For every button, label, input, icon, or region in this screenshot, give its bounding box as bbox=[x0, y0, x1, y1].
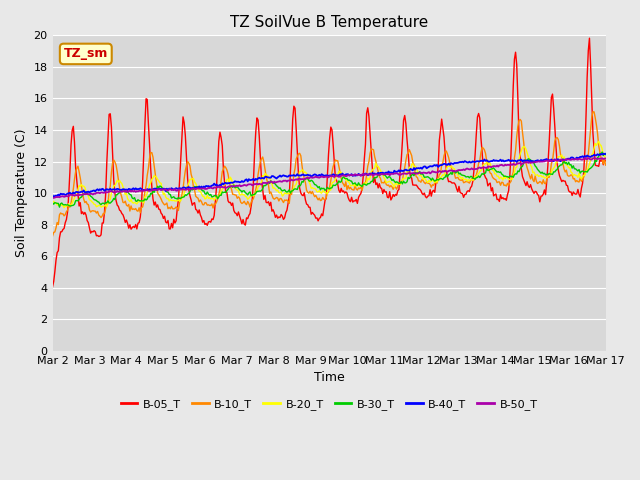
B-40_T bbox=[602, 151, 609, 156]
B-40_T bbox=[552, 157, 560, 163]
B-05_T bbox=[282, 210, 290, 216]
B-50_T bbox=[386, 172, 394, 178]
B-05_T bbox=[49, 284, 56, 289]
B-40_T bbox=[49, 192, 56, 198]
B-30_T bbox=[552, 168, 560, 173]
B-50_T bbox=[50, 195, 58, 201]
B-10_T bbox=[358, 188, 366, 193]
Line: B-20_T: B-20_T bbox=[52, 141, 605, 208]
B-05_T bbox=[551, 124, 559, 130]
B-40_T bbox=[359, 171, 367, 177]
B-30_T bbox=[56, 204, 63, 210]
B-30_T bbox=[386, 174, 394, 180]
Line: B-50_T: B-50_T bbox=[52, 158, 605, 198]
B-05_T bbox=[602, 158, 609, 164]
B-20_T bbox=[386, 179, 394, 184]
B-50_T bbox=[222, 185, 230, 191]
B-20_T bbox=[60, 205, 68, 211]
B-10_T bbox=[385, 182, 392, 188]
B-50_T bbox=[456, 168, 464, 173]
B-10_T bbox=[49, 233, 56, 239]
B-05_T bbox=[358, 186, 366, 192]
B-10_T bbox=[282, 198, 290, 204]
B-50_T bbox=[552, 157, 560, 163]
B-30_T bbox=[49, 200, 56, 206]
B-10_T bbox=[455, 177, 463, 182]
B-10_T bbox=[589, 109, 596, 115]
B-40_T bbox=[283, 174, 291, 180]
B-40_T bbox=[222, 180, 230, 186]
Line: B-05_T: B-05_T bbox=[52, 38, 605, 287]
B-10_T bbox=[221, 163, 228, 169]
B-20_T bbox=[359, 182, 367, 188]
B-30_T bbox=[456, 170, 464, 176]
B-30_T bbox=[359, 181, 367, 187]
B-05_T bbox=[455, 183, 463, 189]
B-20_T bbox=[283, 191, 291, 197]
B-05_T bbox=[221, 180, 228, 186]
Line: B-40_T: B-40_T bbox=[52, 154, 605, 197]
B-40_T bbox=[50, 194, 58, 200]
Y-axis label: Soil Temperature (C): Soil Temperature (C) bbox=[15, 129, 28, 257]
B-50_T bbox=[581, 155, 589, 161]
B-40_T bbox=[600, 151, 607, 156]
B-20_T bbox=[456, 174, 464, 180]
B-50_T bbox=[359, 171, 367, 177]
B-05_T bbox=[385, 195, 392, 201]
B-20_T bbox=[602, 155, 609, 161]
Legend: B-05_T, B-10_T, B-20_T, B-30_T, B-40_T, B-50_T: B-05_T, B-10_T, B-20_T, B-30_T, B-40_T, … bbox=[116, 395, 542, 415]
B-30_T bbox=[283, 189, 291, 195]
B-30_T bbox=[222, 190, 230, 195]
B-20_T bbox=[595, 138, 602, 144]
Text: TZ_sm: TZ_sm bbox=[63, 48, 108, 60]
B-10_T bbox=[551, 138, 559, 144]
Title: TZ SoilVue B Temperature: TZ SoilVue B Temperature bbox=[230, 15, 428, 30]
X-axis label: Time: Time bbox=[314, 371, 344, 384]
B-50_T bbox=[49, 195, 56, 201]
B-40_T bbox=[386, 170, 394, 176]
B-20_T bbox=[552, 159, 560, 165]
B-50_T bbox=[283, 179, 291, 184]
B-30_T bbox=[602, 152, 609, 157]
B-50_T bbox=[602, 156, 609, 161]
B-30_T bbox=[598, 149, 606, 155]
B-20_T bbox=[222, 180, 230, 186]
B-40_T bbox=[456, 159, 464, 165]
Line: B-30_T: B-30_T bbox=[52, 152, 605, 207]
Line: B-10_T: B-10_T bbox=[52, 112, 605, 236]
B-20_T bbox=[49, 200, 56, 205]
B-10_T bbox=[602, 162, 609, 168]
B-05_T bbox=[586, 36, 593, 41]
